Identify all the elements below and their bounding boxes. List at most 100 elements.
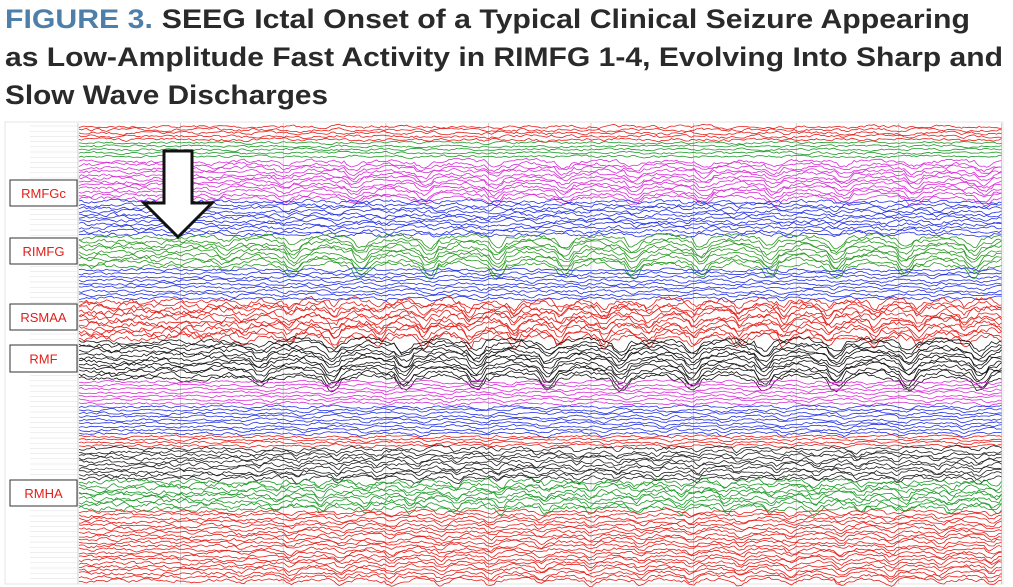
eeg-trace (78, 250, 1002, 270)
eeg-trace (78, 187, 1002, 201)
region-label-box (9, 303, 78, 331)
eeg-trace (78, 133, 1002, 140)
eeg-trace (78, 184, 1002, 197)
eeg-trace (78, 295, 1002, 312)
region-label-box (9, 237, 78, 265)
eeg-trace (78, 318, 1002, 335)
eeg-trace (78, 372, 1002, 393)
eeg-trace (78, 322, 1002, 339)
eeg-trace (78, 400, 1002, 408)
eeg-trace (78, 386, 1002, 393)
eeg-trace (78, 538, 1002, 549)
eeg-trace (78, 555, 1002, 566)
title-line: Slow Wave Discharges (5, 80, 328, 110)
eeg-trace (78, 260, 1002, 281)
eeg-trace (78, 455, 1002, 465)
eeg-trace (78, 252, 1002, 272)
eeg-trace (78, 198, 1002, 205)
eeg-trace (79, 458, 1002, 469)
eeg-trace (78, 444, 1002, 455)
eeg-trace (78, 154, 1002, 160)
eeg-trace (78, 528, 1002, 539)
eeg-trace (78, 479, 1002, 492)
eeg-trace (78, 421, 1002, 428)
eeg-trace (78, 227, 1002, 236)
region-label: RIMFG (23, 244, 65, 259)
eeg-trace (78, 267, 1002, 273)
eeg-trace (78, 180, 1002, 194)
eeg-trace (78, 332, 1002, 351)
eeg-trace (78, 423, 1002, 431)
eeg-trace (78, 246, 1002, 265)
eeg-trace (78, 542, 1002, 552)
eeg-trace (78, 302, 1002, 319)
eeg-trace (78, 147, 1002, 152)
eeg-trace (78, 443, 1002, 449)
eeg-trace (78, 140, 1002, 146)
region-label-box (9, 479, 78, 507)
eeg-trace (78, 515, 1002, 525)
eeg-trace (78, 288, 1002, 295)
eeg-trace (78, 175, 1002, 187)
eeg-trace (78, 477, 1002, 489)
eeg-trace (79, 434, 1002, 440)
eeg-trace (78, 361, 1002, 383)
eeg-trace (78, 382, 1002, 390)
region-label: RMF (29, 352, 57, 367)
eeg-trace (79, 467, 1002, 478)
eeg-trace (78, 224, 1002, 232)
eeg-trace (78, 483, 1002, 496)
eeg-trace (78, 277, 1002, 284)
eeg-trace (78, 535, 1002, 546)
eeg-trace (78, 379, 1002, 386)
eeg-trace (79, 566, 1002, 578)
eeg-trace (78, 449, 1002, 459)
eeg-trace (78, 292, 1002, 299)
eeg-trace (78, 284, 1002, 291)
figure-label: FIGURE 3. (5, 4, 153, 34)
region-label: RMHA (24, 486, 63, 501)
eeg-trace (78, 157, 1002, 170)
eeg-trace (78, 232, 1002, 250)
eeg-trace (78, 236, 1002, 254)
eeg-trace (78, 205, 1002, 213)
eeg-trace (78, 336, 1002, 354)
overlay: RMFGc RIMFG RSMAA RMF RMHA (9, 149, 216, 507)
eeg-trace (78, 500, 1002, 513)
eeg-trace (78, 365, 1002, 387)
eeg-trace (78, 518, 1002, 528)
eeg-trace (78, 339, 1002, 358)
eeg-trace (78, 437, 1002, 443)
eeg-trace (78, 144, 1002, 149)
eeg-trace (78, 487, 1002, 500)
eeg-trace (78, 404, 1002, 411)
eeg-trace (78, 368, 1002, 390)
eeg-trace (78, 407, 1002, 415)
eeg-trace (78, 243, 1002, 261)
region-label: RSMAA (20, 310, 67, 325)
eeg-trace (78, 414, 1002, 421)
eeg-trace (78, 256, 1002, 277)
eeg-trace (78, 150, 1002, 156)
eeg-trace (78, 352, 1002, 372)
eeg-trace (78, 281, 1002, 288)
eeg-trace (78, 295, 1002, 303)
eeg-trace (78, 328, 1002, 346)
eeg-trace (78, 343, 1002, 361)
region-label: RMFGc (21, 186, 66, 201)
eeg-trace (78, 359, 1002, 379)
eeg-trace (78, 123, 1002, 130)
eeg-trace (78, 389, 1002, 397)
title-line: FIGURE 3. SEEG Ictal Onset of a Typical C… (5, 4, 970, 34)
onset-arrow (140, 149, 216, 240)
eeg-trace (78, 274, 1002, 280)
eeg-trace (78, 270, 1002, 277)
eeg-trace (78, 313, 1002, 330)
eeg-trace (78, 126, 1002, 133)
eeg-trace (78, 299, 1002, 315)
eeg-trace (78, 211, 1002, 220)
eeg-trace (78, 559, 1002, 570)
eeg-trace (79, 177, 1002, 190)
eeg-trace (79, 532, 1002, 542)
title-text: SEEG Ictal Onset of a Typical Clinical S… (162, 4, 970, 34)
